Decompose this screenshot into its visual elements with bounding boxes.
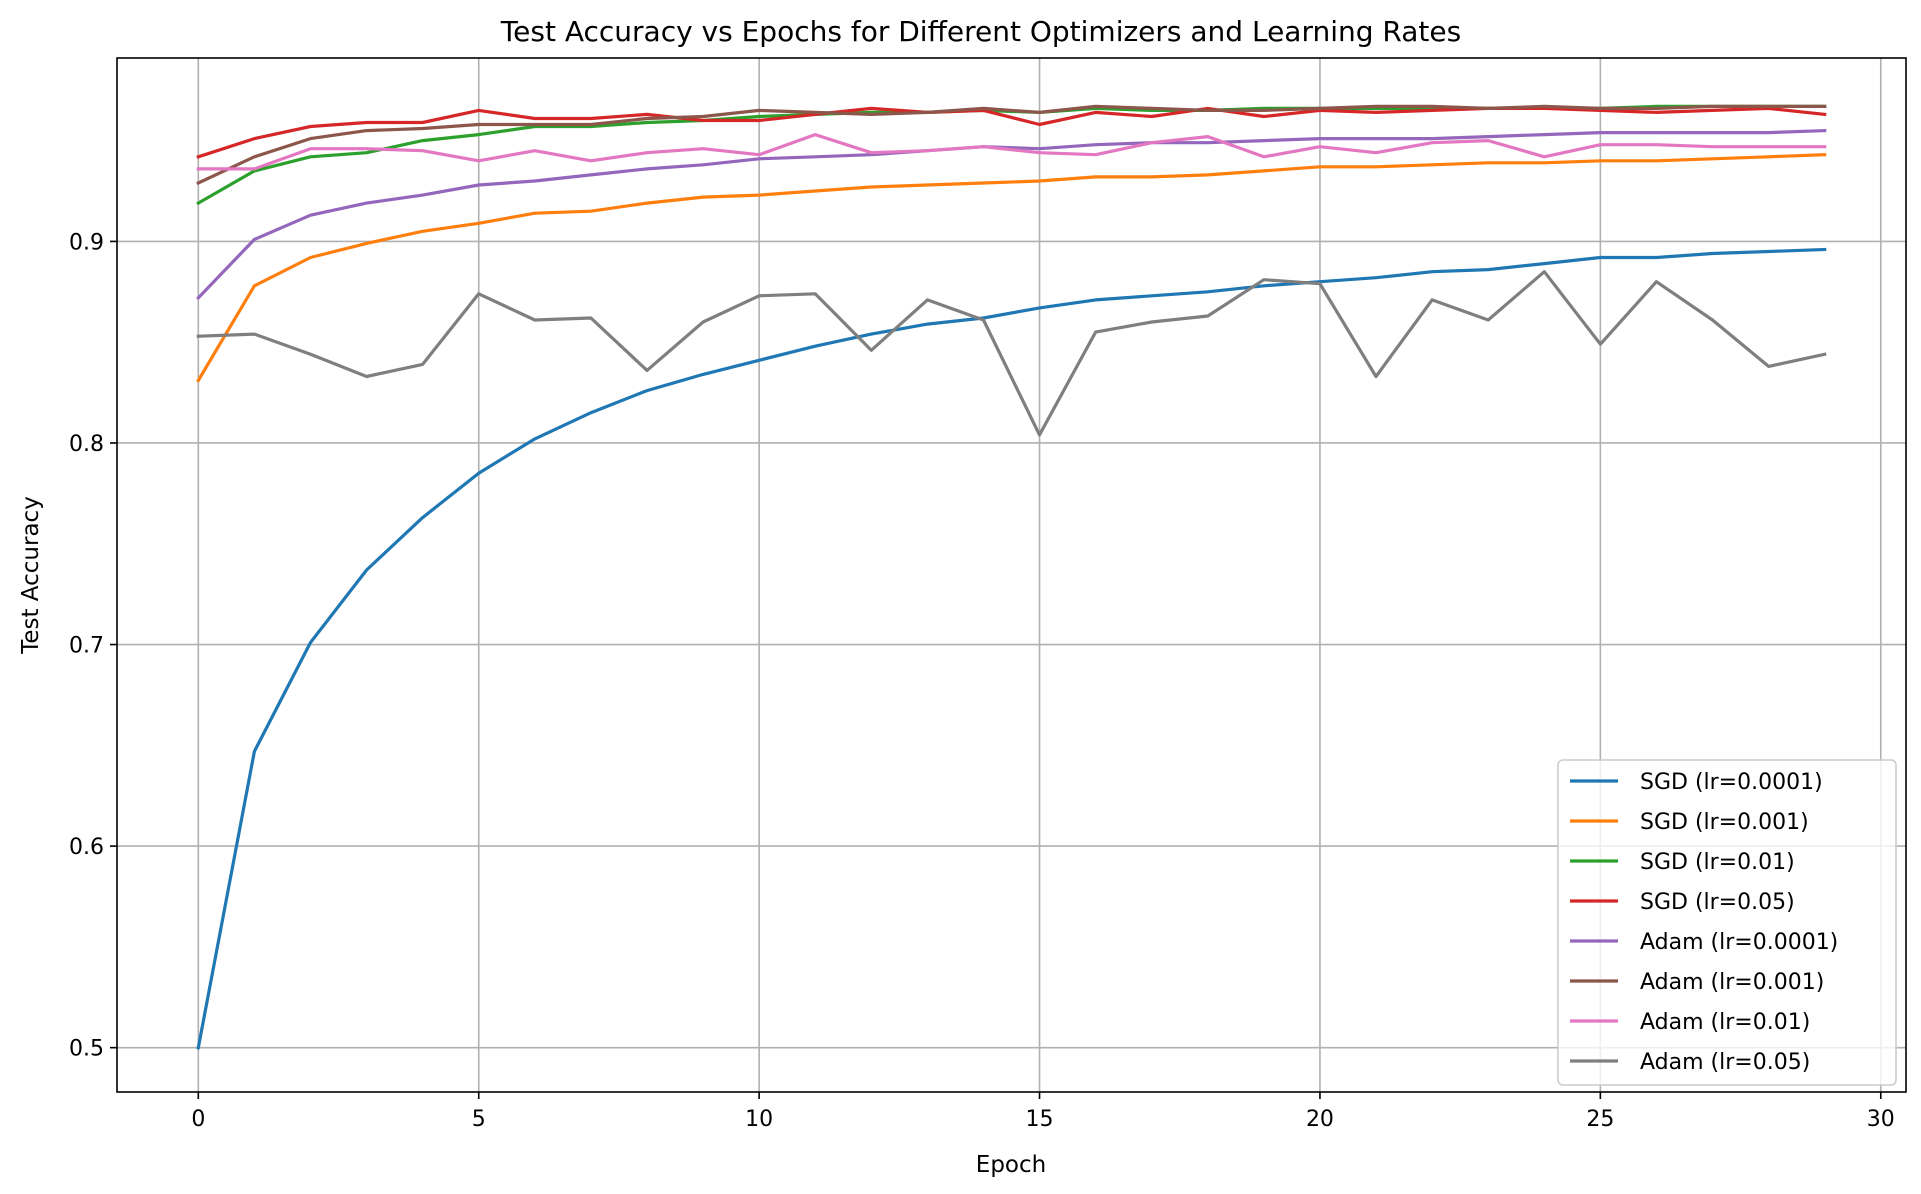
y-tick-label: 0.8 xyxy=(69,432,104,457)
legend-label: SGD (lr=0.01) xyxy=(1640,850,1795,875)
y-tick-label: 0.9 xyxy=(69,230,104,255)
series-line-5 xyxy=(196,104,1827,186)
legend: SGD (lr=0.0001) SGD (lr=0.001) SGD (lr=0.0… xyxy=(1557,759,1897,1086)
y-tick-label: 0.6 xyxy=(69,835,104,860)
series-line-1 xyxy=(196,153,1827,383)
y-axis-label: Test Accuracy xyxy=(18,496,44,655)
legend-label: Adam (lr=0.0001) xyxy=(1640,930,1838,955)
series-line-3 xyxy=(196,106,1827,159)
legend-box xyxy=(1557,759,1897,1086)
x-tick-label: 30 xyxy=(1867,1107,1895,1132)
legend-label: Adam (lr=0.05) xyxy=(1640,1050,1810,1075)
plot-area-frame xyxy=(116,57,1907,1093)
legend-label: Adam (lr=0.01) xyxy=(1640,1010,1810,1035)
x-tick-label: 15 xyxy=(1026,1107,1054,1132)
x-tick-label: 20 xyxy=(1306,1107,1334,1132)
x-tick-label: 5 xyxy=(472,1107,486,1132)
x-axis-label: Epoch xyxy=(976,1152,1046,1178)
grid-lines xyxy=(117,58,1906,1092)
series-line-7 xyxy=(196,270,1827,437)
y-tick-label: 0.7 xyxy=(69,634,104,659)
legend-label: SGD (lr=0.05) xyxy=(1640,890,1795,915)
series-line-6 xyxy=(196,133,1827,171)
legend-label: SGD (lr=0.0001) xyxy=(1640,770,1823,795)
chart-title: Test Accuracy vs Epochs for Different Op… xyxy=(500,15,1461,48)
legend-label: SGD (lr=0.001) xyxy=(1640,810,1809,835)
x-tick-label: 25 xyxy=(1586,1107,1614,1132)
series-line-0 xyxy=(196,247,1827,1050)
series-line-4 xyxy=(196,128,1827,301)
axis-ticks: 0 5 10 15 20 25 30 0.5 0.6 0.7 0.8 0.9 xyxy=(69,230,1895,1132)
series-lines xyxy=(196,104,1827,1050)
y-tick-label: 0.5 xyxy=(69,1037,104,1062)
legend-label: Adam (lr=0.001) xyxy=(1640,970,1824,995)
x-tick-label: 10 xyxy=(745,1107,773,1132)
x-tick-label: 0 xyxy=(191,1107,205,1132)
